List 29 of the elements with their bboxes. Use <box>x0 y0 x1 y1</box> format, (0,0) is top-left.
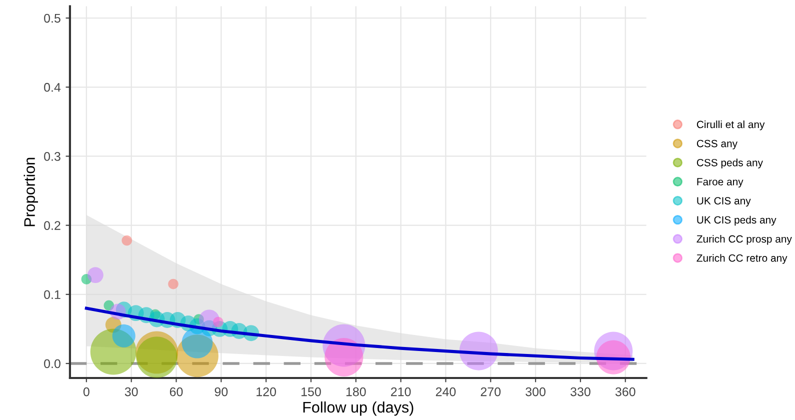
legend-label: CSS peds any <box>696 158 763 168</box>
legend-label: CSS any <box>696 140 738 150</box>
y-tick-label: 0.5 <box>44 14 60 23</box>
legend-label: Cirulli et al any <box>696 120 765 130</box>
x-tick-label: 150 <box>302 387 321 396</box>
x-tick-label: 30 <box>124 387 138 396</box>
x-tick-label: 0 <box>83 387 90 396</box>
x-tick-label: 180 <box>346 387 366 396</box>
x-tick-label: 120 <box>256 387 276 396</box>
legend-label: UK CIS any <box>697 197 751 207</box>
y-tick-label: 0.3 <box>44 152 60 161</box>
x-tick-label: 270 <box>480 387 501 396</box>
y-tick-label: 0.1 <box>44 290 60 300</box>
y-tick-label: 0.0 <box>44 359 60 368</box>
x-tick-label: 240 <box>436 387 456 396</box>
x-tick-label: 210 <box>391 387 411 396</box>
x-axis-title: Follow up (days) <box>303 401 414 416</box>
y-tick-label: 0.2 <box>44 221 60 230</box>
x-tick-label: 360 <box>615 387 636 396</box>
y-axis-title: Proportion <box>24 158 38 226</box>
x-tick-label: 60 <box>170 387 183 396</box>
x-tick-label: 90 <box>214 387 228 396</box>
legend-label: Zurich CC retro any <box>696 254 788 264</box>
legend-label: UK CIS peds any <box>697 216 776 226</box>
legend-label: Zurich CC prosp any <box>696 235 792 245</box>
x-tick-label: 300 <box>526 387 546 396</box>
legend-label: Faroe any <box>697 178 744 188</box>
x-tick-label: 330 <box>570 387 590 396</box>
y-tick-label: 0.4 <box>44 82 61 92</box>
